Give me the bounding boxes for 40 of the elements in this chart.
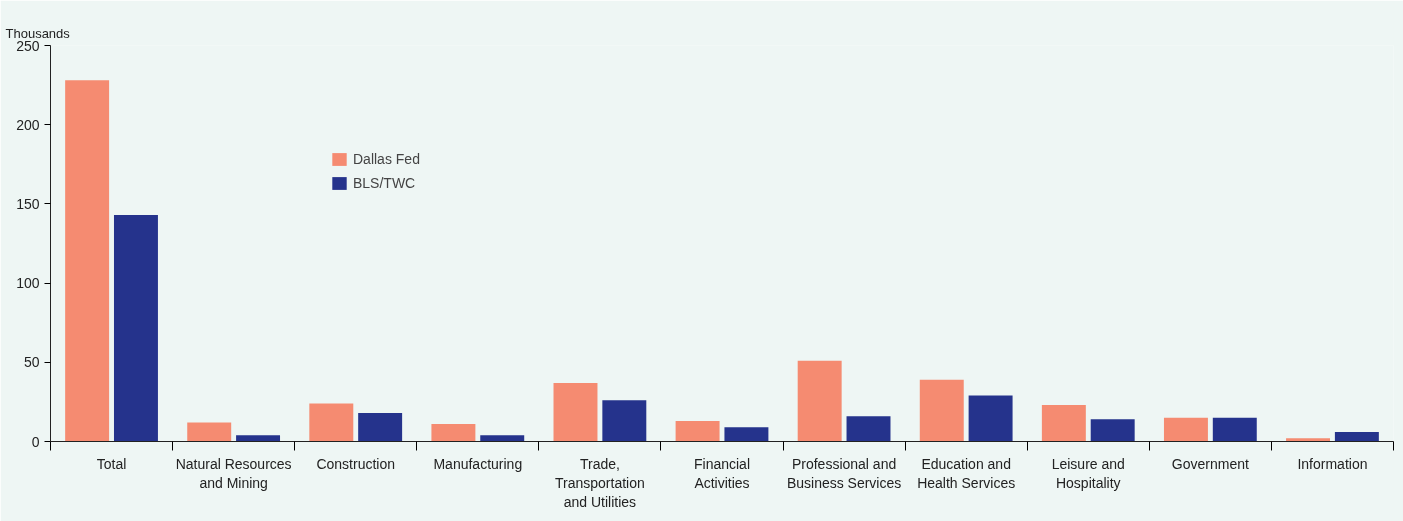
bar	[846, 416, 891, 442]
bar	[553, 382, 598, 442]
bar	[724, 427, 769, 442]
bar	[113, 214, 158, 442]
y-tick-label: 200	[16, 116, 40, 133]
bar	[1090, 419, 1135, 442]
bar	[65, 80, 110, 442]
bar	[358, 412, 403, 442]
bar	[968, 395, 1013, 442]
x-tick-label: Professional and Business Services	[786, 455, 902, 491]
y-tick-label: 0	[31, 433, 40, 450]
legend-label: Dallas Fed	[353, 151, 420, 167]
x-tick-label: Total	[96, 455, 127, 472]
legend-label: BLS/TWC	[353, 175, 416, 191]
y-tick-label: 100	[16, 275, 40, 292]
y-tick-label: 50	[23, 354, 40, 371]
x-tick-label: Trade, Transportation and Utilities	[555, 455, 645, 510]
bar	[602, 400, 647, 442]
bar	[236, 435, 281, 442]
x-tick-label: Education and Health Services	[917, 455, 1016, 491]
bar	[675, 420, 720, 442]
bar	[309, 403, 354, 442]
bar	[1041, 405, 1086, 442]
x-tick-label: Natural Resources and Mining	[175, 455, 292, 491]
bar	[797, 360, 842, 442]
bar	[187, 422, 232, 442]
bar	[919, 379, 964, 442]
bar	[431, 424, 476, 442]
y-tick-label: 150	[16, 195, 40, 212]
x-tick-label: Construction	[316, 455, 396, 472]
bar	[1163, 417, 1208, 442]
x-tick-label: Government	[1171, 455, 1249, 472]
x-tick-label: Financial Activities	[693, 455, 751, 491]
x-tick-label: Information	[1297, 455, 1368, 472]
bar	[480, 435, 525, 442]
x-tick-label: Leisure and Hospitality	[1051, 455, 1125, 491]
bar	[1212, 417, 1257, 442]
bar	[1286, 438, 1331, 442]
x-tick-label: Manufacturing	[433, 455, 523, 472]
bar	[1334, 432, 1379, 442]
